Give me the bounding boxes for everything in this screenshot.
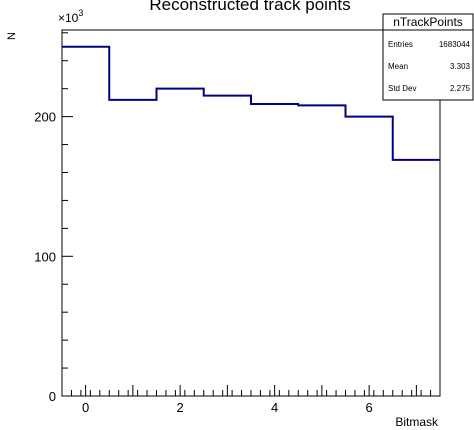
y-tick-label: 100: [34, 249, 56, 264]
stats-stddev-label: Std Dev: [388, 84, 416, 93]
stats-mean-label: Mean: [388, 62, 408, 71]
stats-stddev-value: 2.275: [450, 84, 471, 93]
x-tick-label: 6: [366, 400, 373, 415]
stats-box-frame: [382, 13, 474, 101]
x-tick-label: 4: [271, 400, 278, 415]
y-tick-label: 200: [34, 110, 56, 125]
stats-box-title: nTrackPoints: [393, 15, 463, 29]
axis-ticks: 0 2 4 6 0 100 200: [34, 32, 432, 415]
y-exponent-power: 3: [78, 8, 83, 18]
stats-entries-label: Entries: [388, 40, 413, 49]
y-exponent-base: ×10: [58, 11, 79, 25]
y-exponent-label: ×103: [58, 8, 83, 25]
x-tick-label: 2: [177, 400, 184, 415]
y-axis-label: N: [6, 32, 18, 40]
histogram-outline: [62, 45, 440, 161]
x-tick-label: 0: [82, 400, 89, 415]
chart-title: Reconstructed track points: [149, 0, 350, 14]
x-axis-label: Bitmask: [395, 415, 439, 429]
y-tick-label: 0: [49, 389, 56, 404]
stats-entries-value: 1683044: [439, 40, 471, 49]
stats-box: nTrackPoints Entries 1683044 Mean 3.303 …: [382, 13, 474, 101]
histogram-series: [62, 45, 440, 161]
stats-mean-value: 3.303: [450, 62, 471, 71]
